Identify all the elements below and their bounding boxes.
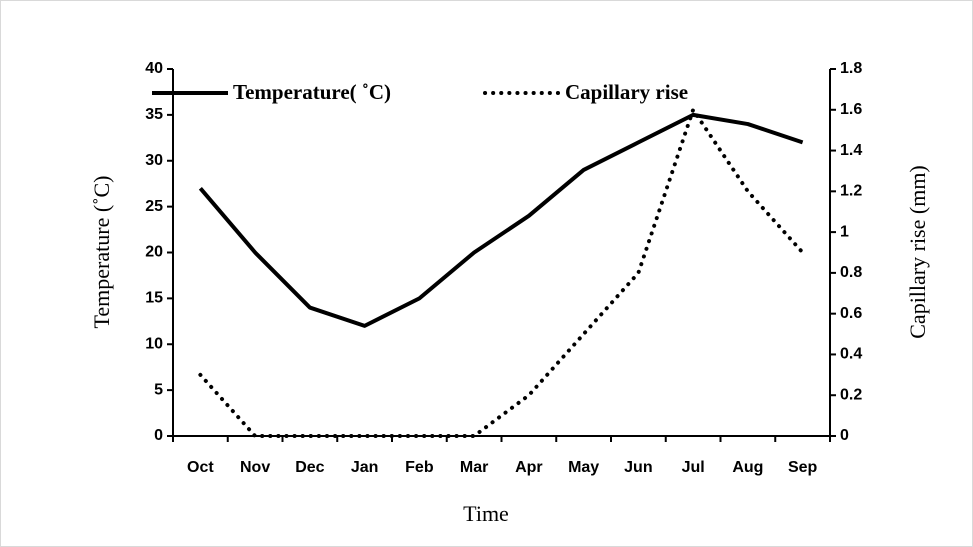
- x-tick-label: Jul: [682, 459, 705, 476]
- x-tick-label: Apr: [515, 459, 543, 476]
- series-line: [198, 107, 805, 438]
- y-tick-label: 30: [145, 152, 163, 169]
- y-tick-label: 25: [145, 198, 163, 215]
- x-tick-label: Jun: [624, 459, 652, 476]
- y2-tick-label: 0.8: [840, 264, 862, 281]
- y2-axis-title: Capillary rise (mm): [905, 165, 930, 339]
- y2-tick-label: 1.8: [840, 60, 862, 77]
- x-tick-label: Aug: [732, 459, 763, 476]
- x-tick-label: Mar: [460, 459, 488, 476]
- y-tick-label: 35: [145, 106, 163, 123]
- x-tick-label: May: [568, 459, 599, 476]
- x-tick-label: Jan: [351, 459, 379, 476]
- y2-tick-label: 0.6: [840, 305, 862, 322]
- series-line: [198, 112, 804, 328]
- y2-tick-label: 0.2: [840, 386, 862, 403]
- x-tick-label: Sep: [788, 459, 818, 476]
- y2-tick-label: 0: [840, 427, 849, 444]
- y-tick-label: 20: [145, 244, 163, 261]
- y-tick-label: 15: [145, 290, 163, 307]
- x-tick-label: Dec: [295, 459, 324, 476]
- x-tick-label: Oct: [187, 459, 214, 476]
- y-tick-label: 5: [154, 381, 163, 398]
- y-tick-label: 40: [145, 60, 163, 77]
- y-axis-title: Temperature (˚C): [89, 176, 114, 329]
- legend-label: Temperature( ˚C): [233, 80, 391, 104]
- y2-tick-label: 1.2: [840, 183, 862, 200]
- x-tick-label: Feb: [405, 459, 434, 476]
- y-tick-label: 0: [154, 427, 163, 444]
- y2-tick-label: 0.4: [840, 346, 862, 363]
- x-tick-label: Nov: [240, 459, 270, 476]
- y2-tick-label: 1: [840, 223, 849, 240]
- y2-tick-label: 1.6: [840, 101, 862, 118]
- legend-label: Capillary rise: [565, 80, 688, 104]
- y-tick-label: 10: [145, 335, 163, 352]
- x-axis-title: Time: [463, 501, 509, 526]
- y2-tick-label: 1.4: [840, 142, 862, 159]
